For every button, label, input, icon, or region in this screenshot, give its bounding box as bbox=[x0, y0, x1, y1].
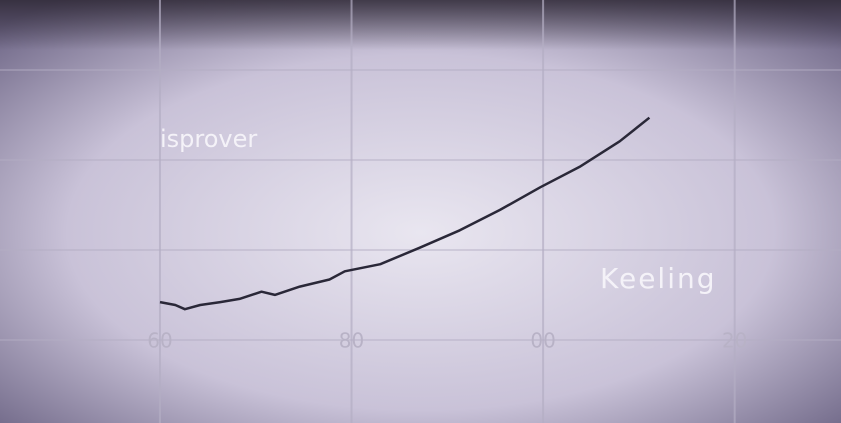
x-tick-label: 80 bbox=[339, 329, 364, 353]
h-grid bbox=[0, 69, 841, 341]
x-tick-label: 00 bbox=[530, 329, 555, 353]
x-tick-label: 60 bbox=[147, 329, 172, 353]
annotation: Keeling bbox=[600, 262, 717, 295]
shade bbox=[0, 0, 841, 50]
data-line bbox=[159, 116, 651, 311]
annotation: isprover bbox=[160, 125, 257, 153]
x-tick-label: 20 bbox=[722, 329, 747, 353]
